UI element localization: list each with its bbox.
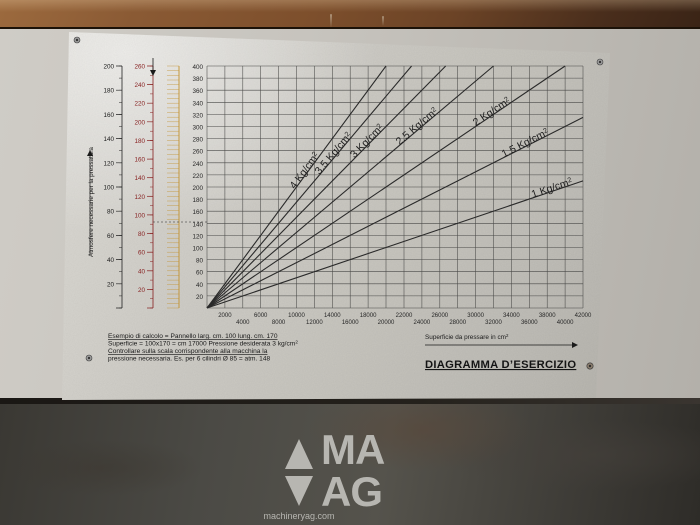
svg-text:MA: MA — [321, 426, 385, 473]
svg-text:machineryag.com: machineryag.com — [263, 511, 334, 521]
svg-text:AG: AG — [321, 468, 382, 515]
